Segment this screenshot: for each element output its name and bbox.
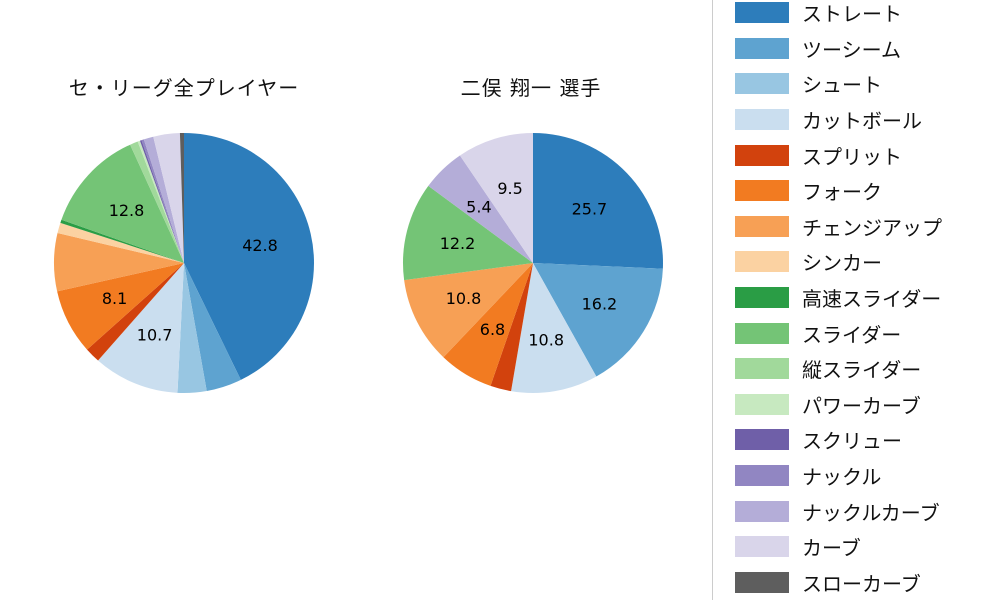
legend-item: パワーカーブ [735, 387, 1000, 423]
pie-slice-チェンジアップ [404, 263, 533, 358]
legend-item-label: スプリット [802, 144, 902, 169]
legend-color-swatch [735, 536, 789, 558]
pie-slice-value-label: 16.2 [582, 295, 618, 314]
legend-item: シンカー [735, 244, 1000, 280]
legend-item: シュート [735, 66, 1000, 102]
left-pie-title: セ・リーグ全プレイヤー [68, 76, 300, 100]
legend-item: カーブ [735, 529, 1000, 565]
pie-league-all-players: 42.8 10.7 8.1 12.8 [54, 132, 314, 394]
legend-item-label: ツーシーム [802, 37, 901, 62]
pie-slice-スライダー [403, 185, 533, 281]
pie-slice-シンカー [57, 222, 184, 263]
pie-slice-value-label: 9.5 [497, 179, 522, 198]
pie-slice-シュート [177, 263, 207, 394]
pie-slice-スプリット [87, 263, 184, 361]
legend-item: スライダー [735, 315, 1000, 351]
legend-color-swatch [735, 571, 789, 593]
pie-slice-value-label: 5.4 [466, 197, 491, 216]
legend-color-swatch [735, 393, 789, 415]
pie-slice-value-label: 6.8 [480, 320, 505, 339]
pie-slice-高速スライダー [60, 219, 184, 263]
legend-color-swatch [735, 144, 789, 166]
pie-slice-フォーク [57, 263, 184, 350]
legend-color-swatch [735, 287, 789, 309]
legend-item-label: シンカー [802, 251, 882, 276]
pie-slice-パワーカーブ [137, 140, 184, 263]
pie-slice-value-label: 25.7 [572, 200, 608, 219]
pie-player-futamata: 25.7 16.2 10.8 6.8 10.8 12.2 5.4 9.5 [403, 133, 663, 393]
legend-color-swatch [735, 180, 789, 202]
legend-item-label: 縦スライダー [802, 358, 922, 383]
pie-slice-ナックル [141, 139, 184, 263]
legend-item-label: カットボール [802, 109, 922, 134]
legend-item-label: ナックル [802, 465, 882, 490]
legend-item: フォーク [735, 173, 1000, 209]
pie-slice-カットボール [511, 263, 597, 393]
legend-color-swatch [735, 358, 789, 380]
pie-slice-フォーク [443, 263, 533, 386]
pie-slice-スライダー [61, 144, 184, 263]
legend-color-swatch [735, 215, 789, 237]
legend-color-swatch [735, 429, 789, 451]
legend-item-label: シュート [802, 73, 882, 98]
legend-item: カットボール [735, 102, 1000, 138]
pie-slice-value-label: 10.8 [528, 330, 564, 349]
legend-item-label: 高速スライダー [802, 287, 942, 312]
pie-slice-カーブ [153, 133, 184, 263]
legend-item: ナックル [735, 458, 1000, 494]
pie-charts-canvas: 42.8 10.7 8.1 12.8 25.7 16.2 10.8 6.8 10.8 12.2 5… [54, 132, 663, 394]
legend-color-swatch [735, 465, 789, 487]
legend-item-label: ナックルカーブ [802, 500, 940, 525]
pie-slice-value-label: 10.8 [446, 289, 482, 308]
legend-color-swatch [735, 73, 789, 95]
pie-slice-ストレート [533, 133, 663, 269]
pie-slice-value-label: 12.2 [440, 234, 476, 253]
legend-item-label: チェンジアップ [802, 215, 942, 240]
pie-slice-ストレート [184, 133, 314, 380]
legend-item-label: カーブ [802, 536, 861, 561]
pie-slice-縦スライダー [130, 141, 184, 263]
pie-slice-スプリット [490, 263, 533, 392]
legend-item: 高速スライダー [735, 280, 1000, 316]
legend-item-label: ストレート [802, 2, 902, 27]
pie-slice-ナックルカーブ [143, 136, 184, 263]
legend-item: スプリット [735, 137, 1000, 173]
legend-item: チェンジアップ [735, 209, 1000, 245]
legend-item: スローカーブ [735, 565, 1000, 600]
legend-color-swatch [735, 500, 789, 522]
legend-item: スクリュー [735, 422, 1000, 458]
pie-slice-value-label: 42.8 [242, 236, 278, 255]
pie-slice-スローカーブ [179, 132, 184, 263]
legend-item: 縦スライダー [735, 351, 1000, 387]
legend-item-label: スローカーブ [802, 571, 921, 596]
pitch-type-legend: ストレート ツーシーム シュート カットボール スプリット フォーク チェンジア… [712, 0, 1000, 600]
pie-slice-ツーシーム [184, 263, 241, 391]
pie-slice-value-label: 10.7 [137, 326, 173, 345]
legend-item: ストレート [735, 0, 1000, 31]
legend-item: ナックルカーブ [735, 493, 1000, 529]
pie-slice-ツーシーム [533, 263, 663, 377]
legend-color-swatch [735, 251, 789, 273]
legend-item-label: フォーク [802, 180, 882, 205]
legend-item-label: パワーカーブ [802, 393, 921, 418]
legend-item: ツーシーム [735, 31, 1000, 67]
pie-slice-チェンジアップ [54, 233, 184, 292]
legend-item-label: スライダー [802, 322, 902, 347]
legend-color-swatch [735, 37, 789, 59]
pie-slice-カットボール [98, 263, 184, 393]
pie-slice-スクリュー [139, 140, 184, 263]
pie-slice-value-label: 12.8 [109, 201, 145, 220]
legend-color-swatch [735, 322, 789, 344]
right-pie-title: 二俣 翔一 選手 [460, 76, 602, 100]
legend-item-label: スクリュー [802, 429, 902, 454]
pie-slice-カーブ [459, 133, 533, 263]
legend-color-swatch [735, 109, 789, 131]
legend-color-swatch [735, 2, 789, 24]
pie-slice-ナックルカーブ [428, 155, 533, 263]
pie-slice-value-label: 8.1 [102, 289, 127, 308]
